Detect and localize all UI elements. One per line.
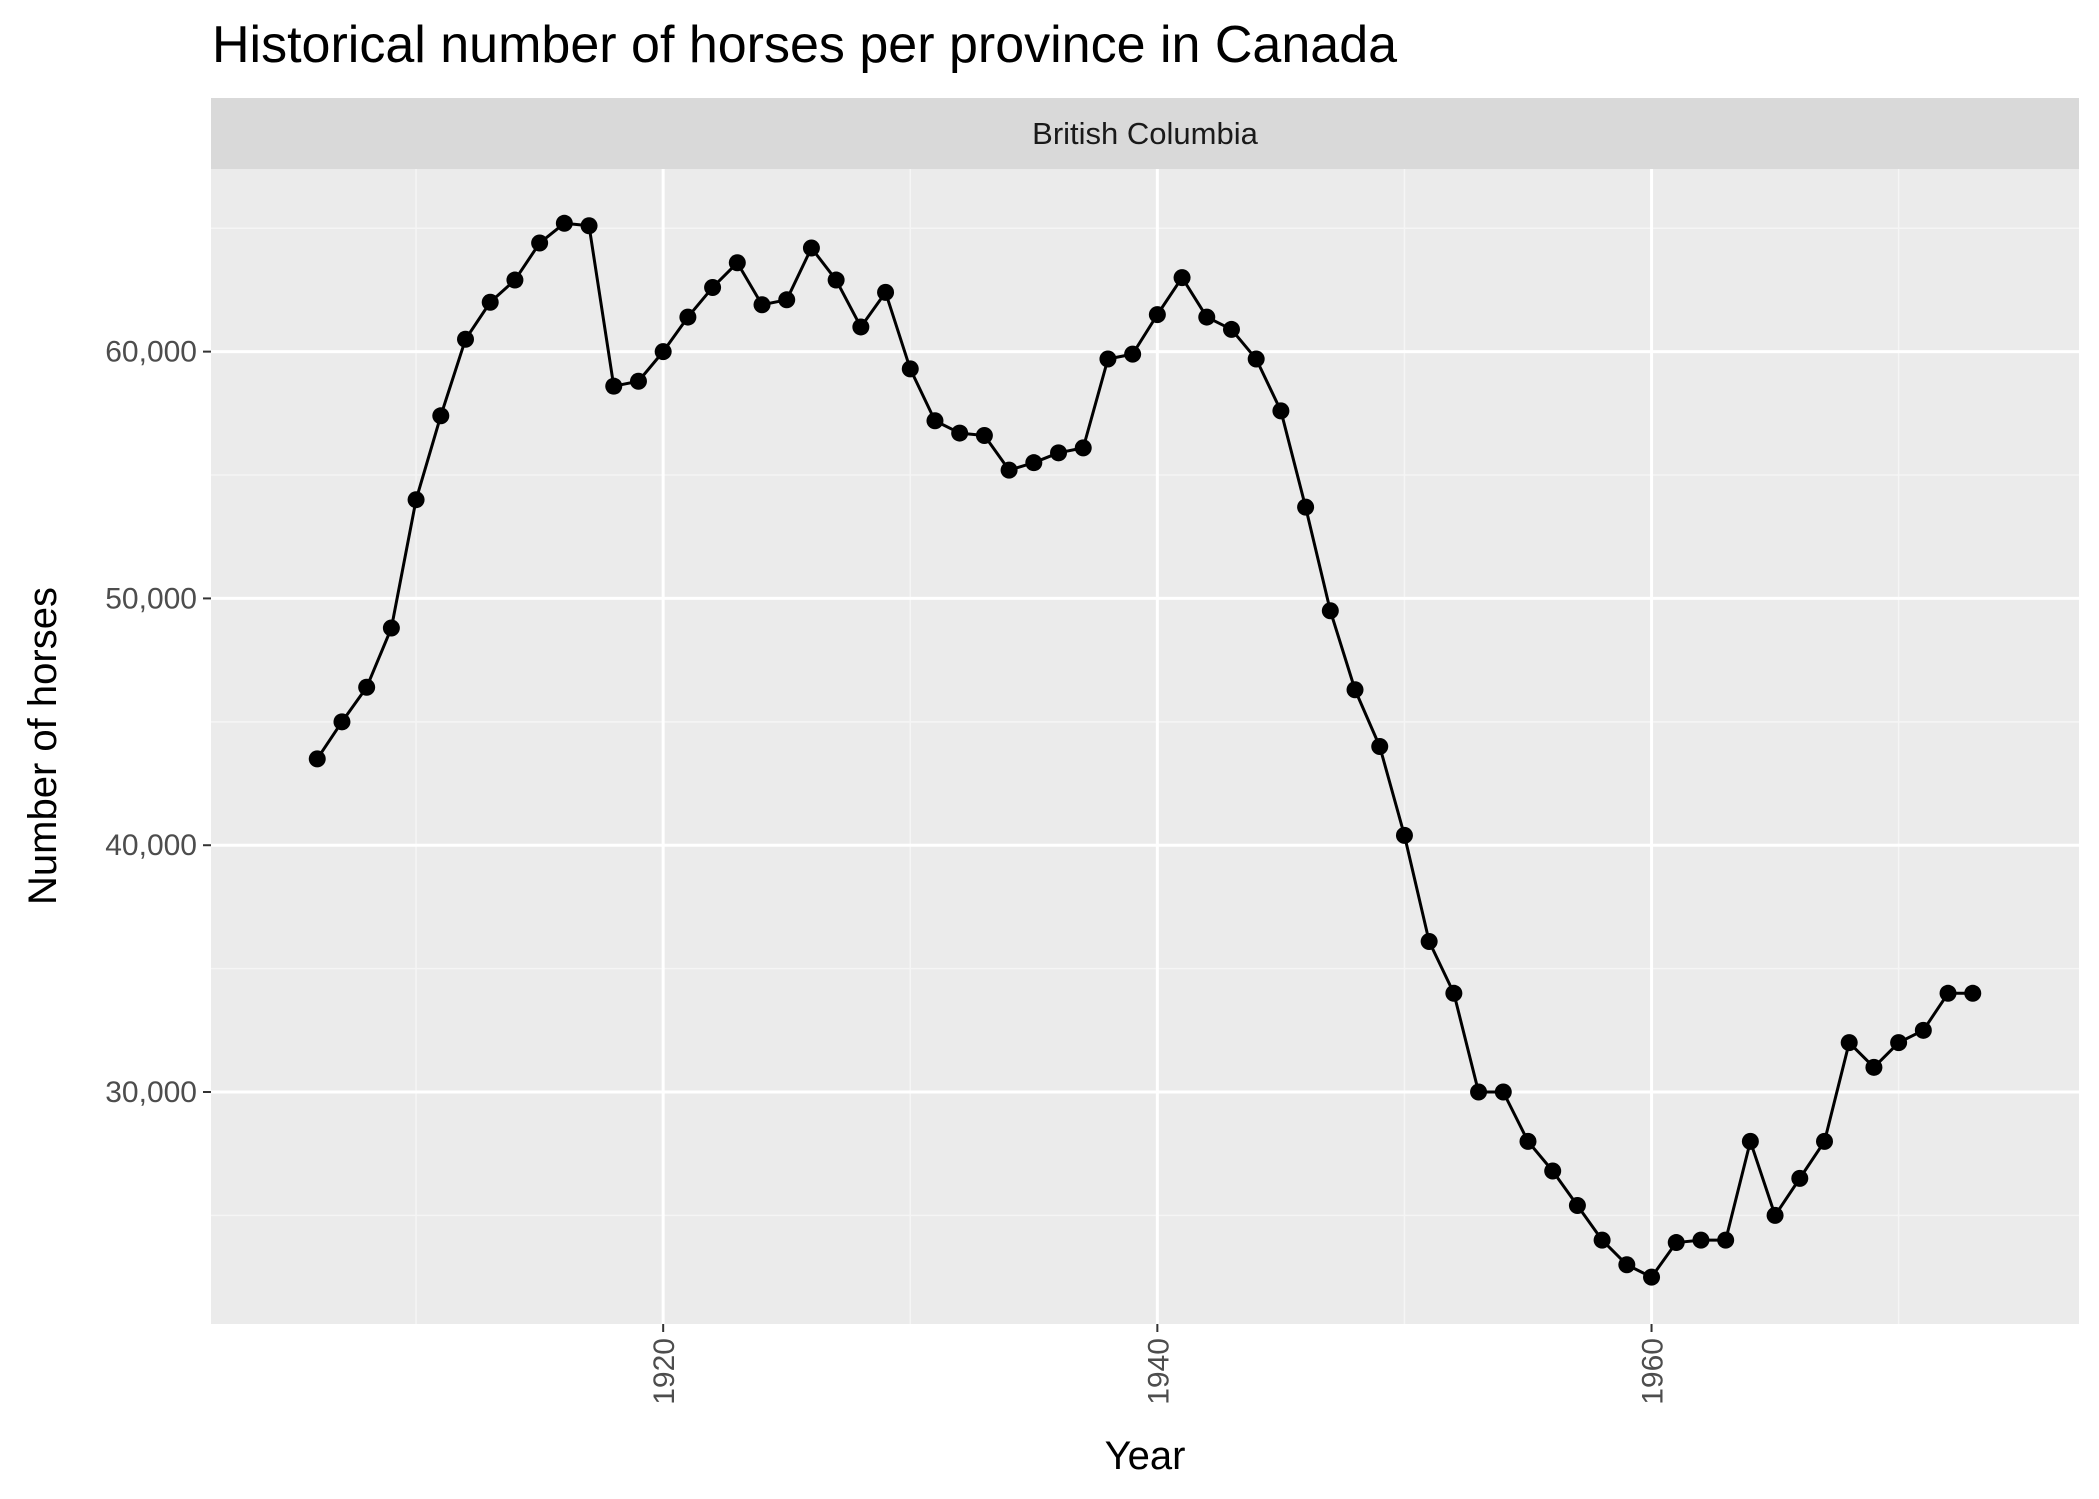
data-point — [1222, 320, 1240, 338]
data-point — [1692, 1231, 1710, 1249]
data-point — [1074, 439, 1092, 457]
x-axis: 1920 1940 1960 — [648, 1324, 1670, 1405]
data-point — [802, 239, 820, 257]
data-point — [827, 271, 845, 289]
data-point — [605, 377, 623, 395]
data-point — [1890, 1034, 1908, 1052]
data-point — [1470, 1083, 1488, 1101]
plot-panel — [211, 169, 2079, 1324]
data-point — [1198, 308, 1216, 326]
data-point — [1840, 1034, 1858, 1052]
chart-title: Historical number of horses per province… — [212, 16, 1397, 74]
data-point — [308, 750, 326, 768]
data-point — [1025, 454, 1043, 472]
data-point — [778, 291, 796, 309]
data-point — [654, 343, 672, 361]
data-point — [1148, 306, 1166, 324]
data-point — [1766, 1206, 1784, 1224]
y-axis: 30,000 40,000 50,000 60,000 — [105, 336, 211, 1109]
x-tick-label: 1940 — [1142, 1338, 1175, 1405]
data-point — [1173, 269, 1191, 287]
data-point — [1247, 350, 1265, 368]
data-point — [1050, 444, 1068, 462]
data-point — [728, 254, 746, 272]
data-point — [1321, 602, 1339, 620]
major-gridlines — [211, 169, 2079, 1324]
data-point — [1964, 984, 1982, 1002]
x-axis-title: Year — [1105, 1434, 1186, 1478]
data-point — [926, 412, 944, 430]
data-point — [753, 296, 771, 314]
data-point — [901, 360, 919, 378]
data-point — [531, 234, 549, 252]
data-point — [852, 318, 870, 336]
data-point — [1667, 1234, 1685, 1252]
data-point — [457, 330, 475, 348]
data-point — [1741, 1132, 1759, 1150]
minor-gridlines — [211, 169, 2079, 1324]
data-point — [432, 407, 450, 425]
data-point — [1297, 498, 1315, 516]
data-point — [1099, 350, 1117, 368]
x-tick-label: 1960 — [1637, 1338, 1670, 1405]
data-point — [877, 283, 895, 301]
data-point — [1346, 681, 1364, 699]
data-point — [1371, 738, 1389, 755]
data-point — [580, 217, 598, 235]
y-tick-label: 60,000 — [105, 336, 197, 369]
data-point — [704, 278, 722, 296]
data-point — [506, 271, 524, 289]
data-point — [1914, 1021, 1932, 1039]
data-point — [1395, 826, 1413, 844]
data-point — [1643, 1268, 1661, 1286]
data-point — [1791, 1169, 1809, 1187]
data-point — [382, 619, 400, 637]
data-point — [1445, 984, 1463, 1002]
data-point — [1124, 345, 1142, 363]
data-point — [481, 293, 499, 311]
data-point — [1544, 1162, 1562, 1180]
data-point — [407, 491, 425, 509]
y-tick-label: 50,000 — [105, 582, 197, 615]
data-point — [1865, 1058, 1883, 1076]
y-axis-title: Number of horses — [21, 587, 65, 905]
y-tick-label: 30,000 — [105, 1076, 197, 1109]
data-point — [1272, 402, 1290, 420]
data-point — [1618, 1256, 1636, 1274]
facet-strip — [211, 98, 2079, 169]
data-point — [1815, 1132, 1833, 1150]
y-tick-label: 40,000 — [105, 829, 197, 862]
data-point — [629, 372, 647, 390]
data-point — [333, 713, 351, 731]
data-point — [1420, 932, 1438, 950]
data-point — [358, 678, 376, 696]
data-point — [1494, 1083, 1512, 1101]
facet-label: British Columbia — [1032, 116, 1258, 151]
x-tick-label: 1920 — [648, 1338, 681, 1405]
series-points — [308, 214, 1982, 1286]
data-point — [1593, 1231, 1611, 1249]
data-point — [1939, 984, 1957, 1002]
data-point — [679, 308, 697, 326]
data-point — [951, 424, 969, 442]
data-point — [1717, 1231, 1735, 1249]
data-point — [1000, 461, 1018, 479]
data-point — [975, 427, 993, 445]
data-point — [555, 214, 573, 232]
data-point — [1519, 1132, 1537, 1150]
data-point — [1568, 1197, 1586, 1215]
